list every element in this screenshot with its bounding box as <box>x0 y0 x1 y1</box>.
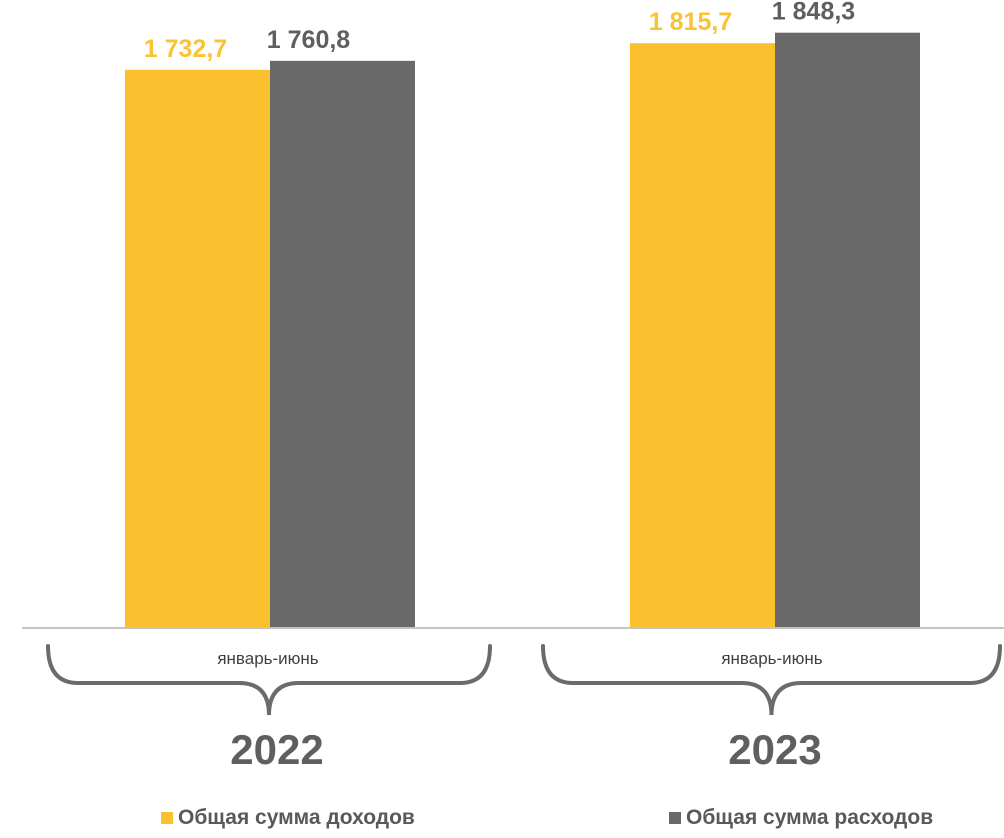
category-label-2023: январь-июнь <box>721 649 822 668</box>
value-label-income-2022: 1 732,7 <box>144 35 227 63</box>
legend-item-expenses: Общая сумма расходов <box>669 806 933 830</box>
value-label-expenses-2022: 1 760,8 <box>267 26 351 54</box>
year-label-2023: 2023 <box>728 726 821 773</box>
legend-swatch-expenses <box>669 812 681 824</box>
legend-swatch-income <box>161 812 173 824</box>
value-label-expenses-2023: 1 848,3 <box>772 0 855 26</box>
value-label-income-2023: 1 815,7 <box>649 8 732 36</box>
category-label-2022: январь-июнь <box>217 649 318 668</box>
value-labels-layer: 1 732,7 1 815,7 1 760,8 1 848,3 <box>144 0 855 63</box>
year-label-2022: 2022 <box>230 726 323 773</box>
bar-expenses-2022 <box>270 60 415 627</box>
bars-layer <box>125 32 920 628</box>
brace-2022 <box>46 644 492 716</box>
bar-income-2023 <box>630 43 775 627</box>
bar-income-2022 <box>125 69 270 628</box>
bar-expenses-2023 <box>775 32 920 628</box>
braces-layer <box>46 644 1002 716</box>
legend-label-income: Общая сумма доходов <box>178 806 415 829</box>
legend-item-income: Общая сумма доходов <box>161 806 415 830</box>
legend-label-expenses: Общая сумма расходов <box>686 806 934 829</box>
brace-2023 <box>541 644 1002 716</box>
